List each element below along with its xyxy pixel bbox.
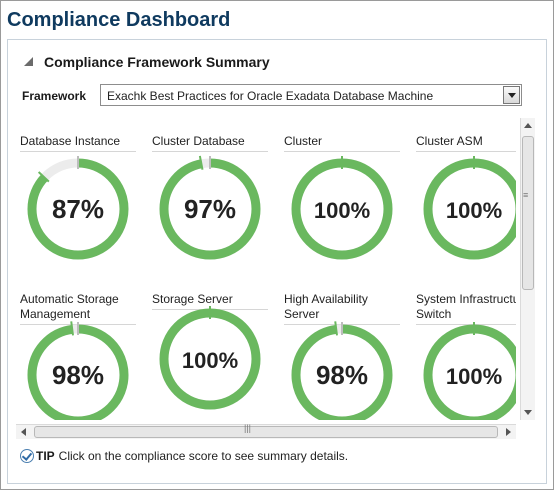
score-gauge[interactable]: 87% — [23, 154, 133, 264]
grip-icon: ≡ — [523, 190, 529, 200]
score-value[interactable]: 100% — [314, 198, 370, 223]
card-label: Cluster Database — [152, 134, 268, 152]
tip-bar: TIP Click on the compliance score to see … — [20, 449, 348, 463]
gauge-end-marker — [334, 321, 338, 336]
compliance-panel: Compliance Framework Summary Framework E… — [7, 39, 547, 484]
score-value[interactable]: 100% — [182, 348, 238, 373]
page-title: Compliance Dashboard — [7, 9, 231, 31]
score-value[interactable]: 87% — [52, 194, 104, 224]
tip-text: Click on the compliance score to see sum… — [58, 449, 349, 463]
score-card[interactable]: Storage Server 100% — [148, 276, 272, 420]
score-value[interactable]: 97% — [184, 194, 236, 224]
score-card[interactable]: Cluster ASM 100% — [412, 118, 516, 268]
card-label: Database Instance — [20, 134, 136, 152]
tip-label: TIP — [36, 449, 55, 463]
score-value[interactable]: 98% — [316, 360, 368, 390]
score-card[interactable]: Automatic Storage Management 98% — [16, 276, 140, 420]
grip-icon: ||| — [244, 423, 252, 433]
gauge-end-marker — [37, 171, 50, 183]
horizontal-scroll-thumb[interactable] — [34, 426, 498, 438]
score-gauge[interactable]: 100% — [287, 154, 397, 264]
scroll-right-arrow-icon[interactable] — [506, 428, 511, 436]
dropdown-arrow-icon[interactable] — [503, 86, 520, 104]
checkmark-icon — [20, 449, 34, 463]
score-card[interactable]: System Infrastructure Switch 100% — [412, 276, 516, 420]
framework-label: Framework — [22, 89, 87, 103]
score-gauge[interactable]: 97% — [155, 154, 265, 264]
score-gauge[interactable]: 100% — [155, 304, 265, 414]
card-label: System Infrastructure Switch — [416, 292, 516, 325]
collapse-triangle-icon[interactable] — [24, 57, 33, 66]
score-gauge[interactable]: 100% — [419, 154, 516, 264]
scroll-up-arrow-icon[interactable] — [524, 123, 532, 128]
score-value[interactable]: 100% — [446, 364, 502, 389]
vertical-scroll-thumb[interactable] — [522, 136, 534, 290]
vertical-scrollbar[interactable]: ≡ — [520, 118, 535, 420]
card-label: Cluster ASM — [416, 134, 516, 152]
section-title: Compliance Framework Summary — [44, 54, 270, 70]
gauge-end-marker — [70, 321, 74, 336]
score-card[interactable]: Cluster Database 97% — [148, 118, 272, 268]
card-label: Cluster — [284, 134, 400, 152]
framework-selected-value: Exachk Best Practices for Oracle Exadata… — [107, 89, 434, 103]
scroll-down-arrow-icon[interactable] — [524, 410, 532, 415]
horizontal-scrollbar[interactable]: ||| — [16, 423, 516, 439]
score-value[interactable]: 98% — [52, 360, 104, 390]
framework-select[interactable]: Exachk Best Practices for Oracle Exadata… — [100, 84, 522, 106]
score-value[interactable]: 100% — [446, 198, 502, 223]
score-card[interactable]: Cluster 100% — [280, 118, 404, 268]
score-gauge[interactable]: 98% — [23, 320, 133, 420]
score-card[interactable]: High Availability Server 98% — [280, 276, 404, 420]
score-gauge[interactable]: 98% — [287, 320, 397, 420]
score-grid: Database Instance 87% Cluster Database 9… — [16, 118, 516, 420]
score-card[interactable]: Database Instance 87% — [16, 118, 140, 268]
score-gauge[interactable]: 100% — [419, 320, 516, 420]
gauge-end-marker — [198, 155, 204, 170]
scroll-left-arrow-icon[interactable] — [21, 428, 26, 436]
